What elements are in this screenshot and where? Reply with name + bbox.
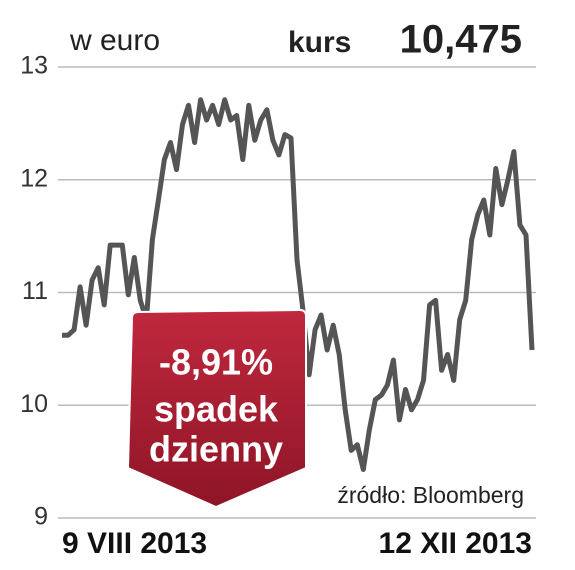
y-tick-label: 9 (34, 503, 48, 531)
grid: 9 10 11 12 13 9 VIII 2013 12 XII 2013 (20, 52, 536, 560)
y-tick-label: 11 (22, 277, 48, 305)
plot (62, 97, 535, 472)
price-line (62, 97, 535, 472)
y-tick-label: 12 (20, 164, 48, 192)
price-label: kurs (288, 26, 351, 59)
y-tick-label: 10 (20, 390, 48, 418)
y-tick-label: 13 (20, 52, 48, 80)
x-tick-label: 12 XII 2013 (379, 527, 532, 560)
callout-text: spadek (154, 389, 279, 430)
x-tick-label: 9 VIII 2013 (62, 527, 207, 560)
unit-label: w euro (69, 24, 160, 57)
callout-text: dzienny (149, 429, 283, 470)
callout-text: -8,91% (159, 342, 273, 383)
callout-arrow (126, 308, 307, 509)
source: źródło: Bloomberg (337, 482, 524, 508)
price-value: 10,475 (400, 18, 522, 62)
